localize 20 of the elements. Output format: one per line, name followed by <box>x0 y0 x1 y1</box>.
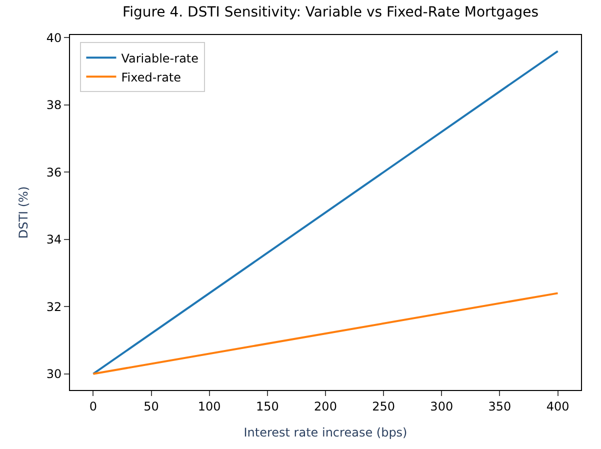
y-tick-label: 36 <box>46 165 62 180</box>
x-tick-label: 150 <box>256 399 279 414</box>
x-tick-label: 50 <box>144 399 159 414</box>
x-tick-label: 0 <box>89 399 98 414</box>
x-tick-label: 200 <box>314 399 337 414</box>
y-tick-label: 32 <box>46 300 62 314</box>
x-tick-label: 300 <box>430 399 454 414</box>
legend-label: Fixed-rate <box>121 70 182 84</box>
y-tick-label: 38 <box>46 98 62 112</box>
x-tick-label: 100 <box>198 399 221 414</box>
y-axis-title: DSTI (%) <box>16 186 31 239</box>
legend-label: Variable-rate <box>121 51 199 66</box>
x-tick-label: 250 <box>372 399 396 414</box>
x-tick-label: 350 <box>488 399 512 414</box>
y-tick-label: 40 <box>46 30 62 45</box>
y-tick-label: 30 <box>46 367 62 382</box>
y-tick-label: 34 <box>46 232 62 247</box>
x-tick-label: 400 <box>546 399 570 414</box>
chart-title: Figure 4. DSTI Sensitivity: Variable vs Fixed-Rate Mortgages <box>122 4 539 21</box>
x-axis-title: Interest rate increase (bps) <box>244 425 408 440</box>
